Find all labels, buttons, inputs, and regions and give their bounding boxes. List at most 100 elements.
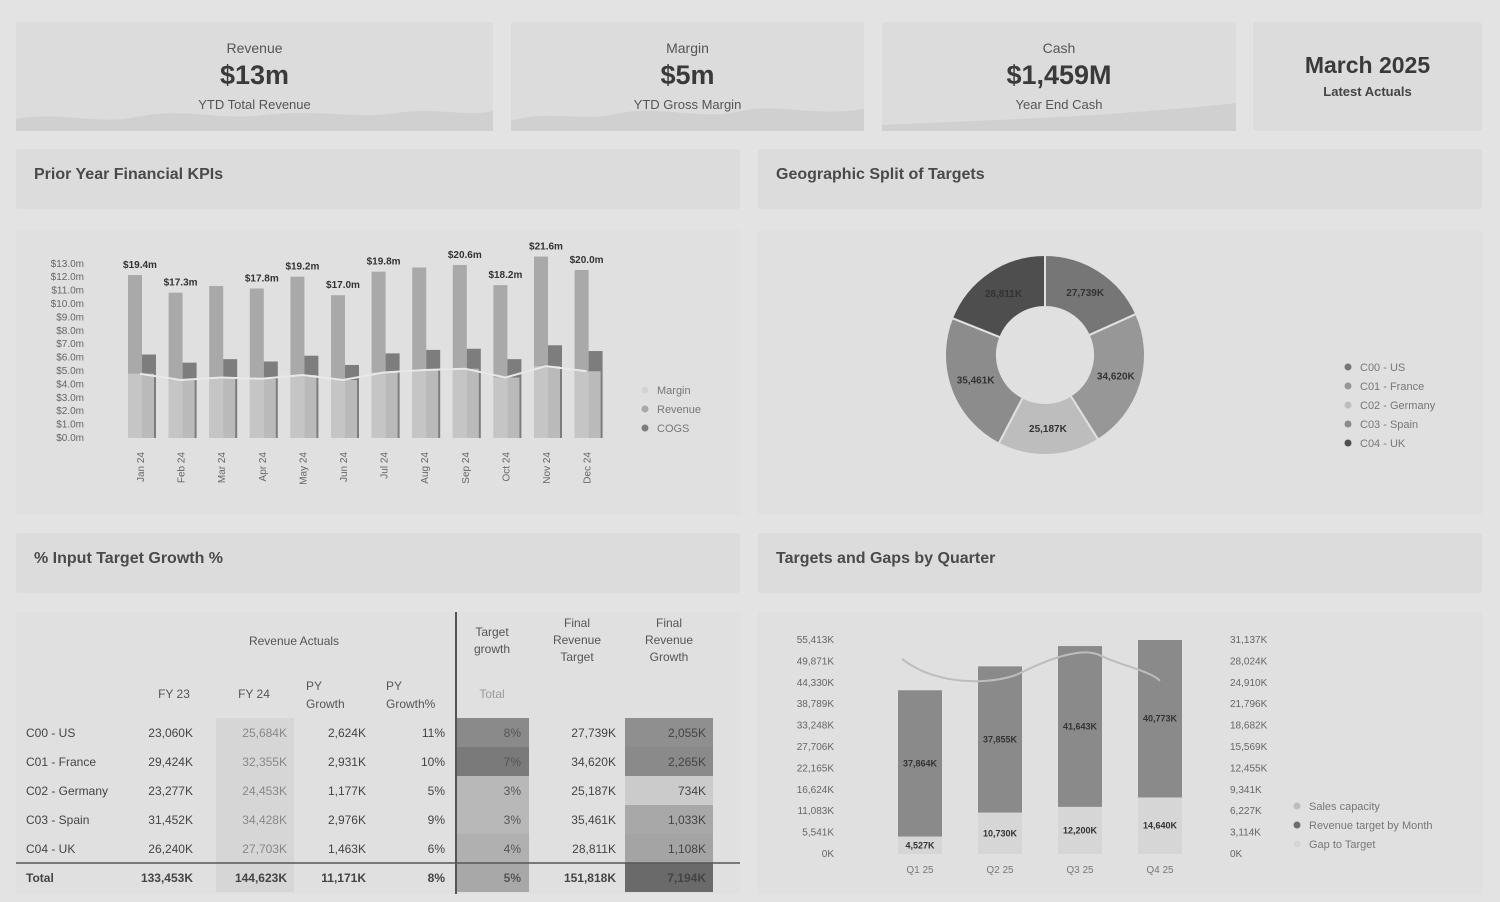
- target-growth-cell-bg: [457, 776, 529, 805]
- legend-label: C01 - France: [1360, 381, 1424, 393]
- target-growth-cell-bg: [457, 834, 529, 863]
- y-tick-label: $3.0m: [56, 393, 84, 404]
- margin-area: [168, 380, 195, 438]
- fy24-cell-bg: [216, 747, 294, 776]
- target-growth-cell-bg: [457, 863, 529, 892]
- kpi-value: $13m: [219, 60, 290, 90]
- x-tick-label: Dec 24: [583, 452, 594, 484]
- target-bar: [898, 690, 942, 837]
- cell-final-target: 35,461K: [571, 813, 616, 827]
- col-header: Growth%: [386, 697, 436, 711]
- legend-swatch: [1344, 439, 1352, 447]
- legend-label: Margin: [657, 385, 691, 397]
- cell-target-growth: 4%: [504, 842, 522, 856]
- cell-final-target: 151,818K: [564, 871, 616, 885]
- legend-label: C02 - Germany: [1360, 400, 1436, 412]
- col-header: Growth: [306, 697, 345, 711]
- kpi-value: $5m: [660, 60, 715, 90]
- section-header-geo: Geographic Split of Targets: [758, 149, 1482, 209]
- cell-final-growth: 7,194K: [667, 871, 706, 885]
- y-tick-label: $7.0m: [56, 339, 84, 350]
- kpi-card-revenue: Revenue $13m YTD Total Revenue: [16, 22, 493, 131]
- row-label: C02 - Germany: [26, 784, 108, 798]
- cash-sparkline: [882, 103, 1236, 131]
- margin-area: [128, 373, 154, 438]
- gap-label: 10,730K: [983, 828, 1018, 838]
- data-label: $18.2m: [488, 270, 522, 281]
- col-header: PY: [306, 679, 322, 693]
- y-tick-label: 44,330K: [797, 678, 835, 689]
- section-header-targets-gaps: Targets and Gaps by Quarter: [758, 533, 1482, 593]
- y-tick-label: 11,083K: [797, 806, 834, 817]
- x-tick-label: Jul 24: [380, 452, 391, 479]
- cell-target-growth: 8%: [504, 726, 522, 740]
- cell-fy23: 133,453K: [141, 871, 193, 885]
- legend-label: C00 - US: [1360, 362, 1405, 374]
- data-label: $20.6m: [448, 250, 482, 261]
- x-tick-label: Q4 25: [1146, 865, 1174, 876]
- cell-final-target: 25,187K: [571, 784, 616, 798]
- data-label: $19.4m: [123, 260, 157, 271]
- cell-fy23: 26,240K: [148, 842, 193, 856]
- kpi-card-margin: Margin $5m YTD Gross Margin: [511, 22, 864, 131]
- fy24-cell-bg: [216, 776, 294, 805]
- y2-tick-label: 6,227K: [1230, 806, 1262, 817]
- margin-area: [290, 375, 317, 438]
- y-tick-label: $2.0m: [56, 406, 84, 417]
- cell-py-growth-pct: 11%: [422, 726, 445, 740]
- final-growth-cell-bg: [625, 776, 713, 805]
- cell-fy24: 34,428K: [242, 813, 287, 827]
- y2-tick-label: 12,455K: [1230, 763, 1268, 774]
- data-label: $17.3m: [164, 278, 198, 289]
- legend-swatch: [641, 386, 649, 394]
- col-header: Target: [560, 650, 594, 664]
- x-tick-label: Aug 24: [420, 452, 431, 484]
- y-tick-label: $4.0m: [56, 379, 84, 390]
- target-label: 41,643K: [1063, 721, 1098, 731]
- margin-area: [493, 377, 520, 438]
- cell-py-growth: 1,177K: [328, 784, 366, 798]
- period-card: March 2025 Latest Actuals: [1253, 22, 1482, 131]
- period-subtitle: Latest Actuals: [1323, 84, 1412, 99]
- legend-label: Revenue: [657, 404, 701, 416]
- y2-tick-label: 9,341K: [1230, 785, 1262, 796]
- data-label: $20.0m: [570, 255, 604, 266]
- y2-tick-label: 18,682K: [1230, 721, 1268, 732]
- col-header: FY 23: [158, 687, 190, 701]
- donut-slice: [944, 316, 1025, 445]
- section-title: % Input Target Growth %: [34, 550, 224, 567]
- target-label: 37,864K: [903, 758, 938, 768]
- data-label: $19.8m: [367, 257, 401, 268]
- x-tick-label: Q1 25: [906, 865, 934, 876]
- x-tick-label: Q3 25: [1066, 865, 1094, 876]
- x-tick-label: May 24: [298, 452, 309, 485]
- y-tick-label: $1.0m: [56, 420, 84, 431]
- margin-area: [249, 378, 276, 438]
- fy24-cell-bg: [216, 834, 294, 863]
- legend-swatch: [1344, 420, 1352, 428]
- y-tick-label: 22,165K: [797, 763, 835, 774]
- row-label: Total: [26, 871, 54, 885]
- margin-area: [331, 380, 357, 438]
- row-label: C04 - UK: [26, 842, 75, 856]
- col-header: growth: [474, 642, 510, 656]
- y2-tick-label: 3,114K: [1230, 828, 1261, 839]
- cell-fy24: 32,355K: [242, 755, 287, 769]
- sales-capacity-line: [901, 651, 1161, 683]
- col-header: Final: [656, 616, 682, 630]
- y-tick-label: 27,706K: [797, 742, 835, 753]
- kpi-subtitle: YTD Gross Margin: [633, 97, 742, 112]
- cell-fy23: 31,452K: [148, 813, 193, 827]
- final-growth-cell-bg: [625, 747, 713, 776]
- legend-swatch: [1293, 821, 1301, 829]
- margin-area: [534, 366, 560, 438]
- row-label: C03 - Spain: [26, 813, 89, 827]
- slice-label: 27,739K: [1066, 288, 1105, 299]
- revenue-table: Revenue Actuals FY 23 FY 24 PY Growth PY Growt…: [16, 612, 740, 894]
- slice-label: 28,811K: [985, 289, 1023, 300]
- gap-label: 12,200K: [1063, 825, 1098, 835]
- col-header: FY 24: [238, 687, 270, 701]
- data-label: $17.8m: [245, 273, 279, 284]
- legend-swatch: [641, 405, 649, 413]
- cell-final-target: 28,811K: [572, 842, 616, 856]
